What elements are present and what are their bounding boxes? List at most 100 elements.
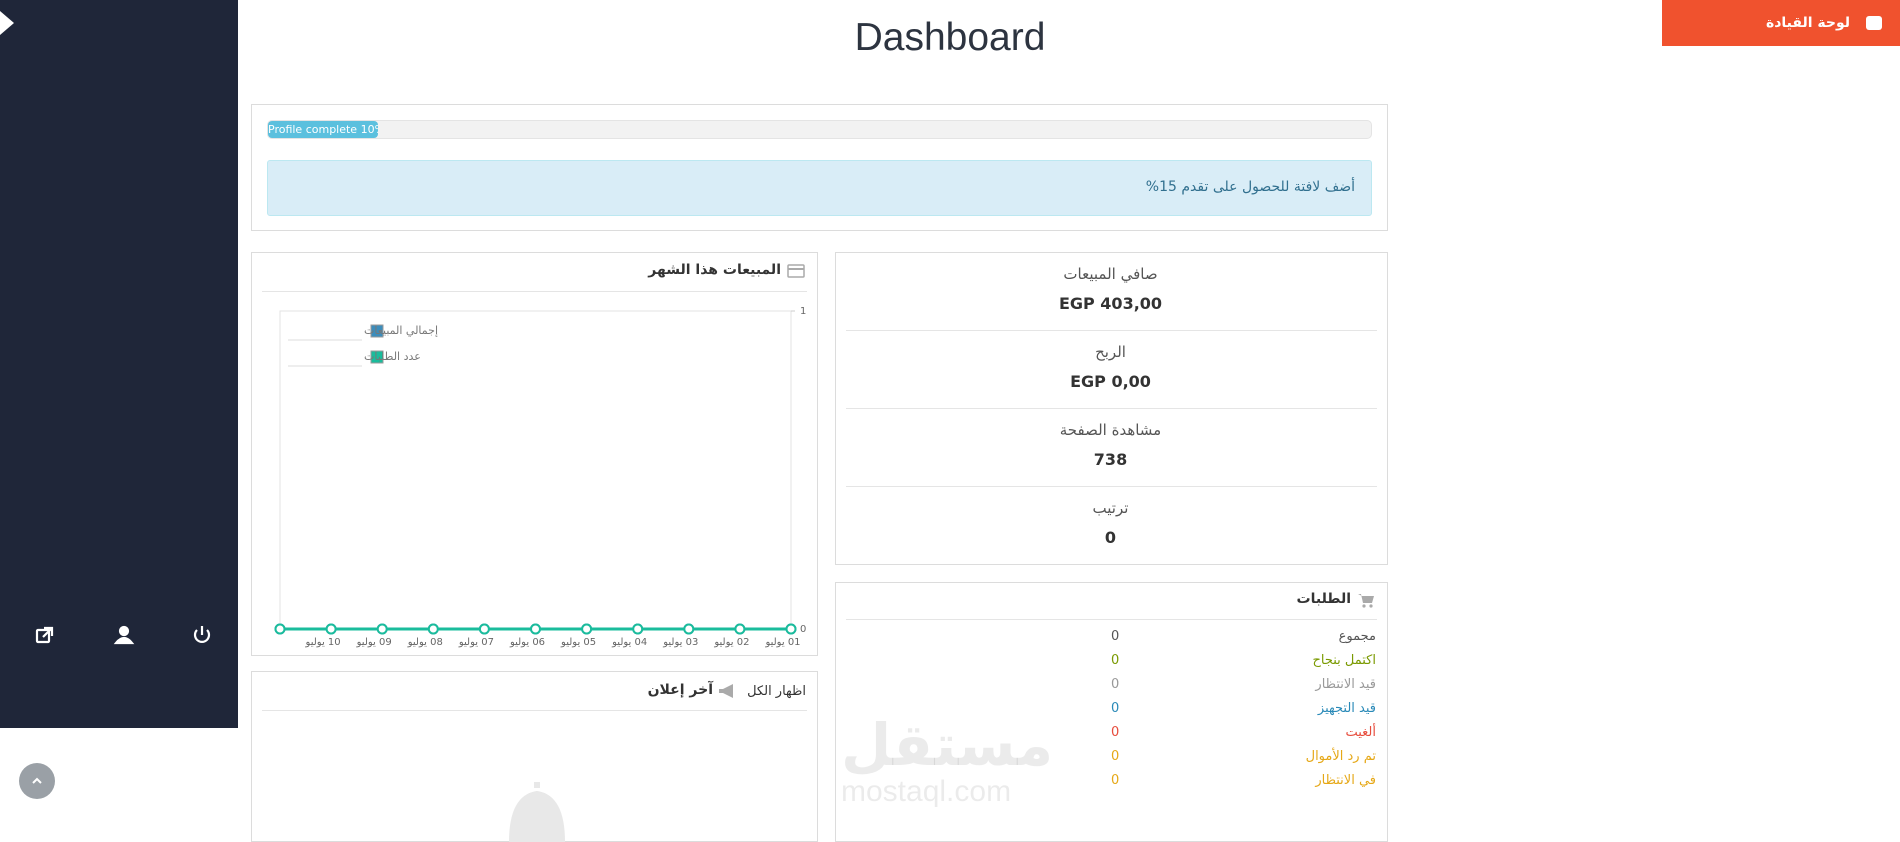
stat-value: 738 [1093, 450, 1128, 469]
chart-box: المبيعات هذا الشهر 0 1 01 يوليو 02 يوليو 03 … [251, 252, 818, 656]
sidebar-label: المراجعات [1789, 203, 1850, 220]
sidebar-label: التقارير [1807, 156, 1850, 173]
separator [846, 408, 1377, 409]
sidebar-icon [1866, 532, 1882, 547]
x-tick-label: 02 يوليو [713, 637, 749, 648]
sidebar-item[interactable]: الطلبات [1662, 95, 1900, 141]
sidebar-icon [1866, 16, 1882, 30]
data-point [376, 623, 388, 635]
sidebar: لوحة القيادة منتجات الطلبات التقارير المراجع… [0, 0, 1900, 728]
order-label: ألغيت [1345, 725, 1376, 740]
sidebar-label: الدعم [1816, 531, 1850, 548]
sidebar-icon [1866, 486, 1882, 500]
user-icon-body [113, 636, 135, 645]
external-link-icon[interactable] [35, 628, 51, 644]
data-point [734, 623, 746, 635]
stat-label: صافي المبيعات [1063, 265, 1158, 283]
x-tick-label: 03 يوليو [662, 637, 698, 648]
external-link-arrow [42, 626, 54, 638]
sidebar-icon [1866, 157, 1882, 172]
chart-title: المبيعات هذا الشهر [648, 262, 781, 278]
order-label: تم رد الأموال [1305, 749, 1376, 764]
separator [262, 710, 807, 711]
sidebar-label: تحليلات [1806, 438, 1850, 455]
x-tick-label: 01 يوليو [764, 637, 800, 648]
data-point [274, 623, 286, 635]
sidebar-icon [1866, 251, 1882, 266]
stats-box: صافي المبيعات EGP 403,00 الربح EGP 0,00 مشاه… [835, 252, 1388, 565]
y-tick-label: 1 [800, 306, 806, 317]
sidebar-label: الطلبات [1804, 109, 1850, 126]
power-icon[interactable] [193, 629, 211, 643]
order-label: اكتمل بنجاح [1312, 653, 1376, 668]
sidebar-item[interactable]: العاملين [1662, 329, 1900, 375]
stat-label: الربح [1095, 343, 1126, 361]
dropdown-caret [1766, 580, 1772, 593]
progress-bar: Profile complete 10% [268, 121, 379, 138]
sidebar-item[interactable]: السحب [1662, 236, 1900, 282]
sidebar-icon [1866, 439, 1882, 454]
sidebar-item[interactable]: شارة [1662, 282, 1900, 328]
sidebar-label: الإعلانات [1800, 485, 1850, 501]
sidebar-item[interactable]: الإعلانات [1662, 470, 1900, 516]
sidebar-item[interactable]: منتجات [1662, 48, 1900, 94]
orders-title: الطلبات [1296, 591, 1351, 607]
data-point [632, 623, 644, 635]
sidebar-label: منتجات [1807, 62, 1850, 79]
sidebar-item[interactable]: الدعم [1662, 517, 1900, 563]
x-tick-label: 07 يوليو [458, 637, 494, 648]
x-tick-label: 05 يوليو [560, 637, 596, 648]
sidebar-item[interactable]: المراجعات [1662, 189, 1900, 235]
watermark-arabic: مستقل [841, 711, 1054, 779]
bell-icon [508, 782, 566, 842]
sidebar-footer-icons [35, 625, 211, 645]
progress-track: Profile complete 10% [267, 120, 1372, 139]
active-notch [0, 11, 14, 35]
order-label: مجموع [1338, 629, 1376, 644]
order-label: قيد التجهيز [1317, 701, 1376, 716]
sidebar-label: الإعدادات [1795, 578, 1850, 595]
y-tick-label: 0 [800, 624, 806, 635]
chart-title-icon [787, 264, 805, 278]
sidebar-icon [1866, 579, 1882, 594]
separator [262, 291, 807, 292]
announcements-title: آخر إعلان [647, 682, 713, 698]
legend-swatch [370, 324, 384, 338]
sidebar-item[interactable]: الإعدادات [1662, 564, 1900, 610]
watermark-latin: mostaql.com [841, 775, 1012, 808]
separator [846, 619, 1377, 620]
order-value: 0 [1111, 773, 1120, 788]
data-point [427, 623, 439, 635]
sidebar-label: السحب [1806, 250, 1850, 267]
show-all-link[interactable]: اظهار الكل [747, 684, 806, 699]
user-icon[interactable] [118, 625, 130, 637]
order-value: 0 [1111, 725, 1120, 740]
order-label: قيد الانتظار [1315, 677, 1376, 692]
order-value: 0 [1111, 749, 1120, 764]
legend-label: عدد الطلبات [364, 350, 421, 363]
stat-value: EGP 403,00 [1058, 294, 1163, 313]
sidebar-label: متابعون [1805, 391, 1850, 408]
sidebar-item[interactable]: متابعون [1662, 376, 1900, 422]
scroll-top-button[interactable] [18, 762, 56, 800]
x-tick-label: 10 يوليو [305, 637, 341, 648]
sidebar-item[interactable]: تحليلات [1662, 423, 1900, 469]
chart: 0 1 01 يوليو 02 يوليو 03 يوليو 04 يوليو 05 يول… [274, 306, 806, 648]
info-alert: أضف لافتة للحصول على تقدم 15% [267, 160, 1372, 216]
x-tick-label: 06 يوليو [509, 637, 545, 648]
separator [846, 486, 1377, 487]
x-tick-label: 08 يوليو [407, 637, 443, 648]
sidebar-icon [1866, 110, 1882, 125]
data-point [581, 623, 593, 635]
data-point [683, 623, 695, 635]
x-tick-label: 09 يوليو [356, 637, 392, 648]
sidebar-item[interactable]: التقارير [1662, 142, 1900, 188]
megaphone-icon [719, 684, 733, 698]
data-point [530, 623, 541, 635]
stat-value: 0 [1104, 528, 1117, 547]
cart-icon [1358, 594, 1374, 608]
sidebar-label: لوحة القيادة [1765, 15, 1850, 31]
sidebar-item[interactable]: لوحة القيادة [1662, 0, 1900, 46]
order-value: 0 [1111, 677, 1120, 692]
